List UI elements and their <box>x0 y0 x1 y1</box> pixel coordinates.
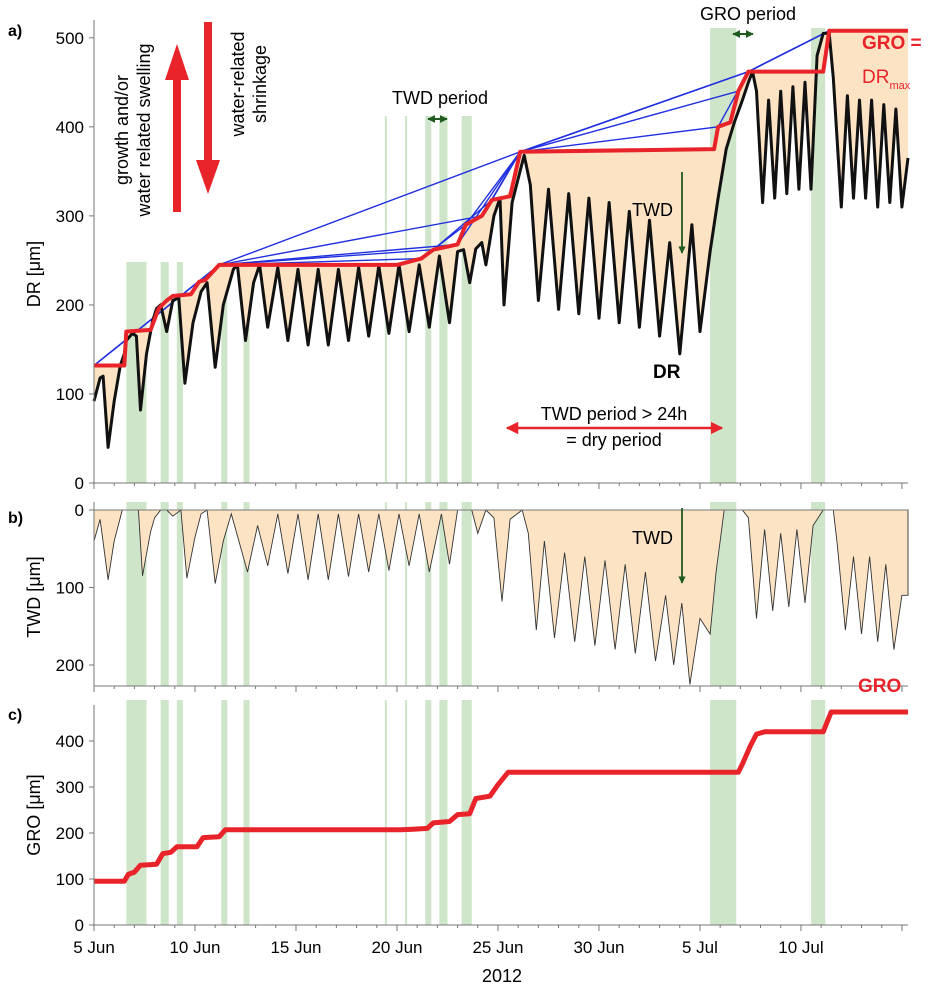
gro-period-band <box>811 700 826 925</box>
gro-label-c: GRO <box>858 676 901 697</box>
dr-max-label: DRmax <box>862 67 911 92</box>
dry-period-label-line1: TWD period > 24h <box>541 404 688 424</box>
y-tick-label: 200 <box>56 656 84 675</box>
gro-period-band <box>461 502 472 686</box>
twd-period-label: TWD period <box>392 88 488 108</box>
gro-period-band <box>439 262 448 483</box>
gro-period-band <box>176 700 183 925</box>
y-tick-label: 0 <box>75 474 84 493</box>
gro-period-band <box>425 700 432 925</box>
gro-period-band <box>176 262 183 483</box>
panel-c-label: c) <box>8 707 22 724</box>
panel-c-chart: 0 100 200 300 400 c) GRO [μm] GRO <box>8 483 908 935</box>
x-tick-label: 5 Jul <box>682 938 718 957</box>
axes-a: 0 100 200 300 400 500 <box>56 20 908 493</box>
gro-period-band <box>384 262 387 483</box>
panel-b-chart: 0 100 200 b) TWD [μm] TWD <box>8 501 909 687</box>
gro-period-band <box>384 700 387 925</box>
y-axis-label-a: DR [μm] <box>24 241 44 307</box>
gro-period-band <box>384 502 387 686</box>
y-tick-label: 400 <box>56 118 84 137</box>
gro-period-band <box>439 502 448 686</box>
panel-a-label: a) <box>8 23 22 40</box>
x-tick-label: 5 Jun <box>73 938 115 957</box>
gro-dr-max-line <box>94 28 908 368</box>
x-tick-label: 10 Jul <box>778 938 823 957</box>
x-tick-label: 10 Jun <box>169 938 220 957</box>
x-tick-label: 30 Jun <box>573 938 624 957</box>
shrinkage-label-line2: shrinkage <box>250 45 270 123</box>
gro-period-band <box>405 700 408 925</box>
twd-area-b <box>93 509 909 685</box>
axes-c: 0 100 200 300 400 <box>56 483 908 935</box>
swelling-label-line1: growth and/or <box>112 75 132 185</box>
axes-b: 0 100 200 <box>56 501 908 687</box>
y-tick-label: 300 <box>56 207 84 226</box>
gro-period-band <box>405 116 408 262</box>
shrinkage-label-line1: water-related <box>228 31 248 137</box>
y-tick-label: 0 <box>75 501 84 520</box>
gro-period-band <box>710 700 737 925</box>
gro-period-band <box>811 502 826 686</box>
y-tick-label: 300 <box>56 778 84 797</box>
gro-period-band <box>126 700 147 925</box>
gro-period-band <box>461 116 472 262</box>
gro-period-band <box>439 116 448 262</box>
dr-label: DR <box>653 362 681 383</box>
gro-period-band <box>461 262 472 483</box>
swelling-label-line2: water related swelling <box>134 43 154 217</box>
swelling-arrow <box>165 44 189 212</box>
gro-period-band <box>710 262 737 483</box>
gro-period-band <box>221 502 228 686</box>
gro-period-label: GRO period <box>700 4 796 24</box>
gro-period-band <box>405 262 408 483</box>
twd-label-a: TWD <box>632 200 673 220</box>
gro-period-band <box>160 262 169 483</box>
gro-period-band <box>425 116 432 262</box>
y-tick-label: 100 <box>56 870 84 889</box>
x-tick-label: 25 Jun <box>472 938 523 957</box>
y-axis-label-c: GRO [μm] <box>24 774 44 855</box>
x-axis: 5 Jun 10 Jun 15 Jun 20 Jun 25 Jun 30 Jun 5 Jul… <box>73 938 823 957</box>
y-tick-label: 200 <box>56 824 84 843</box>
gro-period-band <box>439 700 448 925</box>
gro-period-bands-c <box>126 700 826 925</box>
twd-label-b: TWD <box>632 528 673 548</box>
gro-period-band <box>243 262 250 483</box>
y-tick-label: 200 <box>56 296 84 315</box>
gro-period-band <box>221 700 228 925</box>
y-tick-label: 100 <box>56 579 84 598</box>
panel-b-label: b) <box>8 510 23 527</box>
gro-period-band <box>176 502 183 686</box>
panel-a-chart: 0 100 200 300 400 500 a) DR [μm] growth and/o… <box>8 4 922 493</box>
x-tick-label: 20 Jun <box>371 938 422 957</box>
gro-period-band <box>384 116 387 262</box>
y-tick-label: 0 <box>75 916 84 935</box>
x-axis-year-label: 2012 <box>482 966 522 986</box>
shrinkage-arrow <box>196 22 220 194</box>
y-axis-label-b: TWD [μm] <box>24 556 44 637</box>
y-tick-label: 100 <box>56 385 84 404</box>
gro-series-line-c <box>94 709 908 884</box>
gro-period-band <box>425 262 432 483</box>
gro-period-band <box>243 700 250 925</box>
gro-period-band <box>425 502 432 686</box>
gro-period-band <box>160 502 169 686</box>
gro-period-band <box>405 502 408 686</box>
x-tick-label: 15 Jun <box>270 938 321 957</box>
y-tick-label: 500 <box>56 29 84 48</box>
gro-period-band <box>243 502 250 686</box>
gro-period-band <box>160 700 169 925</box>
gro-period-band <box>126 262 147 483</box>
gro-period-band <box>811 262 826 483</box>
y-tick-label: 400 <box>56 732 84 751</box>
gro-period-band <box>221 262 228 483</box>
dry-period-label-line2: = dry period <box>566 430 662 450</box>
gro-eq-label: GRO = <box>862 33 922 54</box>
